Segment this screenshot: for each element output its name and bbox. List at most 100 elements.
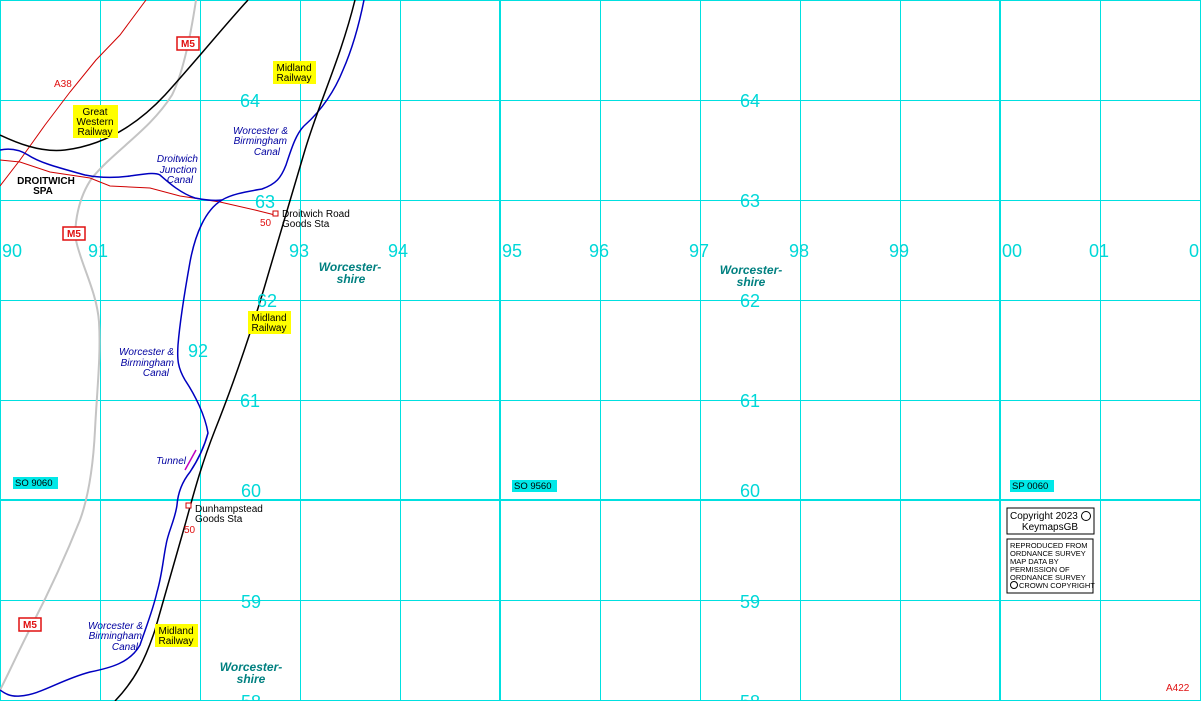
crown-copyright-symbol-icon [1010,581,1018,589]
county-label-line: Worcester- [720,263,782,277]
canal-label-wb-mid: Worcester & Birmingham Canal [119,347,174,379]
reproduced-line: PERMISSION OF [1010,565,1070,574]
canal-label-line: Canal [143,368,170,379]
grid-label-easting: 98 [789,241,809,261]
grid-easting-labels: 90 91 92 93 94 95 96 97 98 99 00 01 0 [2,241,1199,361]
copyright-block: Copyright 2023 KeymapsGB REPRODUCED FROM… [1006,507,1095,594]
road-label-a422: A422 [1166,683,1190,694]
railway-label-bg [155,624,198,647]
grid-label-easting: 96 [589,241,609,261]
road-droitwich-east [0,159,276,216]
canal-label-wb-north: Worcester & Birmingham Canal [233,126,288,158]
grid-label-northing: 58 [241,692,261,701]
canal-label-line: Junction [159,165,198,176]
m5-shield-label: M5 [23,620,37,631]
railway-label-line: Western [76,117,113,128]
canals [0,0,365,697]
reproduced-line: ORDNANCE SURVEY [1010,549,1086,558]
canal-label-line: Worcester & [88,621,143,632]
canal-label-line: Birmingham [89,631,142,642]
grid-ref-label: SO 9060 [15,478,53,489]
reproduced-line: CROWN COPYRIGHT [1019,581,1095,590]
grid-northing-labels-right: 64 63 62 61 60 59 58 [740,91,760,701]
grid-label-easting: 0 [1189,241,1199,261]
grid-label-easting: 94 [388,241,408,261]
railway-label-midland-north: Midland Railway [273,61,316,84]
road-label-a38: A38 [54,79,72,90]
canal-label-line: Droitwich [157,154,199,165]
grid-label-easting: 00 [1002,241,1022,261]
grid-label-northing: 58 [740,692,760,701]
railway-label-line: Railway [276,73,311,84]
railway-label-great-western: Great Western Railway [73,105,118,138]
grid-ref-label: SP 0060 [1012,481,1048,492]
grid-label-northing: 63 [740,191,760,211]
county-label-line: shire [737,275,766,289]
canal-droitwich-junction [0,148,223,202]
canal-label-line: Birmingham [234,136,287,147]
tunnel-label: Tunnel [156,456,187,467]
grid-ref-label: SO 9560 [514,481,552,492]
grid-label-easting: 93 [289,241,309,261]
copyright-symbol-icon [1081,511,1091,521]
county-label-line: shire [337,272,366,286]
railway-label-midland-south: Midland Railway [155,624,198,647]
grid-label-northing: 64 [740,91,760,111]
grid-label-northing: 59 [241,592,261,612]
railway-label-line: Midland [251,313,286,324]
grid-label-northing: 64 [240,91,260,111]
grid-label-easting: 92 [188,341,208,361]
canal-worcester-birmingham [0,0,365,697]
grid-label-easting: 91 [88,241,108,261]
railway-label-bg [248,311,291,334]
level-label-south: 50 [184,525,196,536]
roads [0,0,276,216]
railway-great-western [0,0,249,152]
town-label-droitwich-spa: DROITWICH SPA [17,176,75,197]
reproduced-line: ORDNANCE SURVEY [1010,573,1086,582]
grid-ref-box [13,477,58,489]
grid-label-easting: 90 [2,241,22,261]
grid-label-northing: 63 [255,192,275,212]
station-label-line: Dunhampstead [195,504,263,515]
grid-label-easting: 99 [889,241,909,261]
grid-label-northing: 62 [257,291,277,311]
railway-label-line: Midland [276,63,311,74]
railway-label-line: Great [82,107,107,118]
reproduced-line: REPRODUCED FROM [1010,541,1088,550]
grid-label-northing: 61 [240,391,260,411]
railway-label-line: Midland [158,626,193,637]
town-label-line: SPA [33,186,53,197]
reproduced-box [1006,538,1094,594]
m5-shield-label: M5 [181,39,195,50]
railway-label-bg [273,61,316,84]
station-label-line: Goods Sta [282,219,330,230]
railway-label-midland-mid: Midland Railway [248,311,291,334]
canal-label-wb-south: Worcester & Birmingham Canal [88,621,143,653]
canal-label-line: Canal [254,147,281,158]
canal-label-junction: Droitwich Junction Canal [157,154,199,186]
station-label-line: Goods Sta [195,514,243,525]
canal-label-line: Worcester & [119,347,174,358]
m5-shield [176,36,200,51]
grid-ref-box [1010,480,1054,492]
canal-label-line: Birmingham [121,358,174,369]
level-label-north: 50 [260,218,272,229]
grid-label-northing: 60 [740,481,760,501]
station-label-dunhampstead: Dunhampstead Goods Sta [195,504,263,525]
canal-tunnel-line [184,449,197,471]
grid-label-easting: 95 [502,241,522,261]
railway-label-line: Railway [77,127,112,138]
county-label-line: shire [237,672,266,686]
grid-label-easting: 97 [689,241,709,261]
motorway-m5 [0,0,197,691]
county-label-line: Worcester- [319,260,381,274]
grid-northing-labels-left: 64 63 62 61 60 59 58 [240,91,277,701]
station-label-droitwich-road: Droitwich Road Goods Sta [282,209,350,230]
county-label-a: Worcester- shire [319,260,381,286]
county-label-line: Worcester- [220,660,282,674]
canal-label-line: Canal [112,642,139,653]
grid-reference-boxes: SO 9060 SO 9560 SP 0060 [13,477,1054,492]
railway-label-bg [73,105,118,138]
